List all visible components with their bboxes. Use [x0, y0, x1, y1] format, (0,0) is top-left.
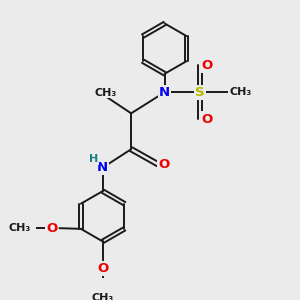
Text: CH₃: CH₃ — [8, 223, 30, 233]
Text: O: O — [202, 112, 213, 125]
Text: H: H — [89, 154, 98, 164]
Text: S: S — [195, 86, 205, 99]
Text: O: O — [46, 222, 57, 235]
Text: O: O — [97, 262, 108, 275]
Text: CH₃: CH₃ — [229, 87, 251, 97]
Text: CH₃: CH₃ — [95, 88, 117, 98]
Text: N: N — [97, 161, 108, 174]
Text: O: O — [202, 59, 213, 72]
Text: N: N — [159, 86, 170, 99]
Text: CH₃: CH₃ — [92, 293, 114, 300]
Text: O: O — [158, 158, 169, 171]
